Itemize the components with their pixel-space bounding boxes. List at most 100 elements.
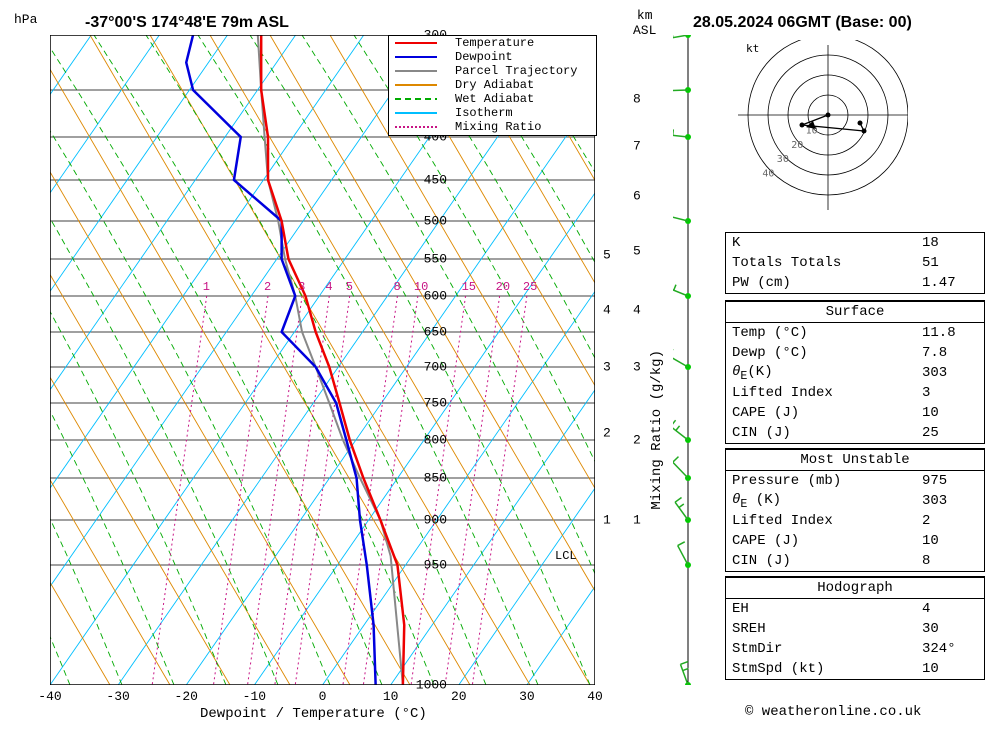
- km-unit-label: km ASL: [633, 8, 656, 38]
- data-label: Lifted Index: [732, 385, 922, 401]
- data-value: 2: [922, 513, 978, 529]
- data-row: SREH30: [726, 619, 984, 639]
- temp-tick: 30: [519, 689, 535, 704]
- mixing-ratio-value: 8: [393, 280, 400, 294]
- data-label: K: [732, 235, 922, 251]
- data-label: Dewp (°C): [732, 345, 922, 361]
- legend-label: Parcel Trajectory: [455, 64, 577, 78]
- data-value: 4: [922, 601, 978, 617]
- data-value: 1.47: [922, 275, 978, 291]
- legend: TemperatureDewpointParcel TrajectoryDry …: [388, 35, 597, 136]
- data-value: 10: [922, 661, 978, 677]
- svg-text:40: 40: [762, 169, 774, 180]
- pressure-tick: 800: [424, 433, 447, 448]
- data-value: 30: [922, 621, 978, 637]
- pressure-tick: 750: [424, 396, 447, 411]
- temp-tick: -30: [106, 689, 129, 704]
- legend-item: Dewpoint: [389, 50, 596, 64]
- data-value: 7.8: [922, 345, 978, 361]
- legend-label: Mixing Ratio: [455, 120, 541, 134]
- data-row: θE (K)303: [726, 491, 984, 511]
- data-label: PW (cm): [732, 275, 922, 291]
- temp-tick: 40: [587, 689, 603, 704]
- km-tick: 6: [633, 189, 641, 204]
- mr-tick: 4: [603, 303, 611, 318]
- data-label: StmSpd (kt): [732, 661, 922, 677]
- data-row: PW (cm)1.47: [726, 273, 984, 293]
- mr-tick: 2: [603, 425, 611, 440]
- mixing-ratio-value: 3: [298, 280, 305, 294]
- section-header: Surface: [726, 301, 984, 323]
- temp-tick: 20: [451, 689, 467, 704]
- svg-text:20: 20: [791, 140, 803, 151]
- data-row: Totals Totals51: [726, 253, 984, 273]
- data-value: 25: [922, 425, 978, 441]
- legend-item: Parcel Trajectory: [389, 64, 596, 78]
- data-label: Temp (°C): [732, 325, 922, 341]
- data-value: 18: [922, 235, 978, 251]
- lcl-label: LCL: [555, 549, 577, 563]
- mixing-ratio-value: 2: [264, 280, 271, 294]
- section-header: Hodograph: [726, 577, 984, 599]
- mixing-ratio-axis-label: Mixing Ratio (g/kg): [649, 350, 665, 510]
- km-tick: 5: [633, 244, 641, 259]
- mixing-ratio-value: 25: [523, 280, 537, 294]
- mr-tick: 1: [603, 513, 611, 528]
- legend-label: Dewpoint: [455, 50, 513, 64]
- mixing-ratio-value: 15: [462, 280, 476, 294]
- data-value: 8: [922, 553, 978, 569]
- km-tick: 3: [633, 360, 641, 375]
- pressure-tick: 700: [424, 360, 447, 375]
- x-axis-label: Dewpoint / Temperature (°C): [200, 706, 427, 722]
- data-label: θE(K): [732, 364, 922, 383]
- mixing-ratio-value: 5: [346, 280, 353, 294]
- data-row: CAPE (J)10: [726, 403, 984, 423]
- km-tick: 2: [633, 433, 641, 448]
- hpa-unit-label: hPa: [14, 12, 37, 27]
- data-label: CAPE (J): [732, 405, 922, 421]
- data-label: SREH: [732, 621, 922, 637]
- pressure-tick: 550: [424, 252, 447, 267]
- wind-barbs: [673, 35, 703, 685]
- data-label: CAPE (J): [732, 533, 922, 549]
- pressure-tick: 850: [424, 471, 447, 486]
- km-tick: 4: [633, 303, 641, 318]
- legend-label: Isotherm: [455, 106, 513, 120]
- legend-label: Dry Adiabat: [455, 78, 534, 92]
- temp-tick: 0: [319, 689, 327, 704]
- data-row: Lifted Index2: [726, 511, 984, 531]
- date-title: 28.05.2024 06GMT (Base: 00): [693, 14, 912, 32]
- data-value: 11.8: [922, 325, 978, 341]
- data-row: StmDir324°: [726, 639, 984, 659]
- legend-label: Temperature: [455, 36, 534, 50]
- legend-item: Temperature: [389, 36, 596, 50]
- data-row: θE(K)303: [726, 363, 984, 383]
- mixing-ratio-value: 4: [325, 280, 332, 294]
- legend-item: Mixing Ratio: [389, 120, 596, 134]
- km-tick: 7: [633, 138, 641, 153]
- legend-label: Wet Adiabat: [455, 92, 534, 106]
- pressure-tick: 950: [424, 558, 447, 573]
- location-title: -37°00'S 174°48'E 79m ASL: [85, 14, 289, 32]
- data-value: 3: [922, 385, 978, 401]
- data-row: EH4: [726, 599, 984, 619]
- data-label: θE (K): [732, 492, 922, 511]
- mr-tick: 5: [603, 248, 611, 263]
- data-label: CIN (J): [732, 425, 922, 441]
- surface-box: SurfaceTemp (°C)11.8Dewp (°C)7.8θE(K)303…: [725, 300, 985, 444]
- pressure-tick: 450: [424, 173, 447, 188]
- data-row: StmSpd (kt)10: [726, 659, 984, 679]
- legend-item: Dry Adiabat: [389, 78, 596, 92]
- data-row: CIN (J)25: [726, 423, 984, 443]
- most-unstable-box: Most UnstablePressure (mb)975θE (K)303Li…: [725, 448, 985, 572]
- pressure-tick: 1000: [416, 678, 447, 693]
- pressure-tick: 500: [424, 214, 447, 229]
- data-label: CIN (J): [732, 553, 922, 569]
- data-label: Lifted Index: [732, 513, 922, 529]
- data-value: 303: [922, 365, 978, 381]
- data-row: Lifted Index3: [726, 383, 984, 403]
- mixing-ratio-value: 10: [414, 280, 428, 294]
- km-tick: 1: [633, 513, 641, 528]
- mixing-ratio-value: 20: [496, 280, 510, 294]
- mixing-ratio-value: 1: [203, 280, 210, 294]
